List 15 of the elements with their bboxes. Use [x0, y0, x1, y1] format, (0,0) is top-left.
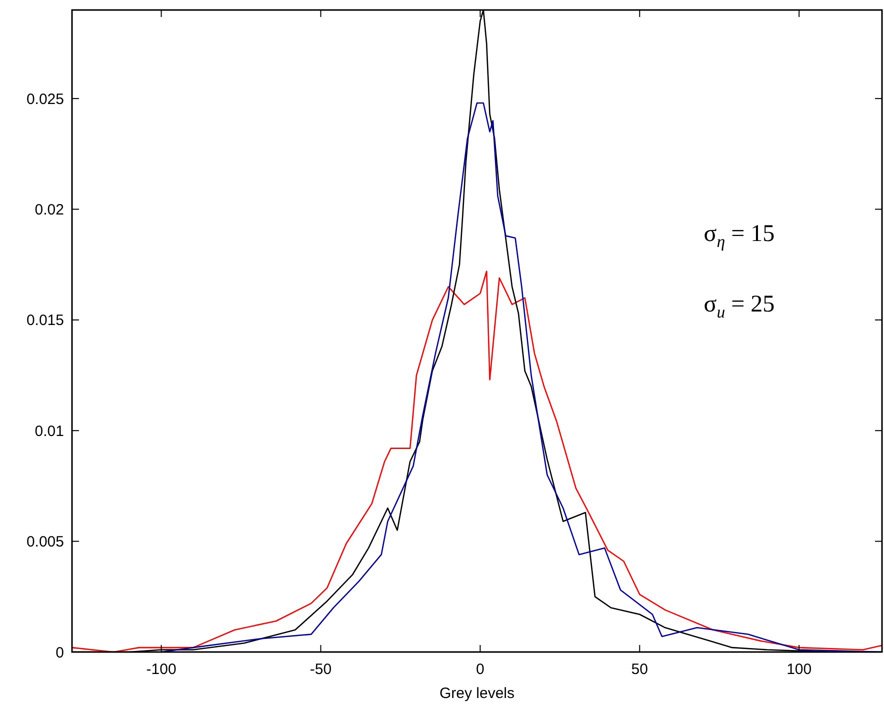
- x-tick-label: 100: [786, 661, 812, 678]
- line-series: [72, 270, 882, 652]
- y-tick-label: 0.025: [26, 90, 64, 108]
- y-tick-label: 0.02: [34, 201, 64, 218]
- y-tick-label: 0.01: [34, 422, 64, 440]
- x-tick-label: 0: [476, 661, 484, 678]
- annotation: σ$_{u}$ = 25: [704, 292, 775, 322]
- y-tick-label: 0: [56, 644, 64, 662]
- x-tick-label: -100: [146, 661, 176, 678]
- y-tick-label: 0.015: [26, 312, 64, 330]
- x-axis-title: Grey levels: [439, 685, 515, 702]
- annotation: σ$_{η}$ = 15: [704, 221, 775, 252]
- x-tick-label: -50: [310, 661, 332, 678]
- x-tick-label: 50: [631, 661, 648, 678]
- y-tick-label: 0.005: [26, 534, 64, 551]
